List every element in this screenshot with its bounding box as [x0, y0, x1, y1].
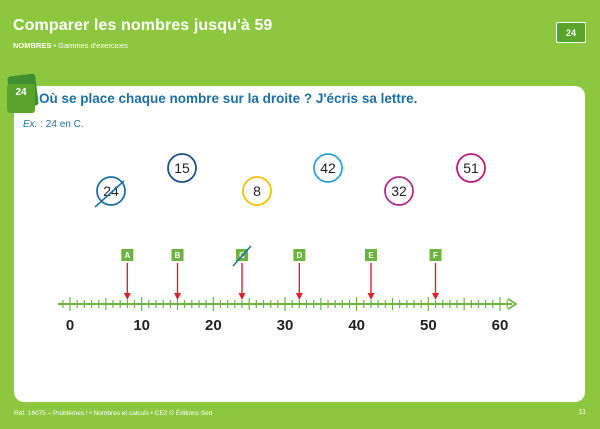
cross-out-stroke — [232, 245, 252, 267]
exercise-example: Ex. : 24 en C. — [23, 119, 84, 130]
circle-outline — [313, 153, 343, 183]
marker-F: F — [429, 249, 442, 300]
marker-letter: A — [124, 251, 130, 260]
marker-letter: F — [433, 251, 438, 260]
marker-box — [429, 249, 442, 261]
exercise-number-tab: 24 — [7, 84, 35, 113]
marker-box — [171, 249, 184, 261]
number-circle-42: 42 — [313, 153, 343, 183]
page-badge: 24 — [556, 22, 586, 43]
number-circle-15: 15 — [167, 153, 197, 183]
marker-arrow-head — [123, 293, 131, 300]
tick-label-10: 10 — [133, 317, 150, 334]
tick-label-60: 60 — [492, 317, 509, 334]
marker-arrow-head — [295, 293, 303, 300]
marker-arrow-head — [432, 293, 439, 300]
marker-arrow-head — [238, 293, 246, 300]
circle-outline — [167, 153, 197, 183]
cross-out-stroke — [94, 180, 125, 208]
number-circle-8: 8 — [242, 176, 272, 206]
subtitle-section: NOMBRES — [13, 41, 52, 50]
marker-letter: E — [368, 251, 374, 260]
marker-E: E — [365, 249, 377, 300]
marker-arrow-head — [367, 293, 375, 300]
circle-outline — [242, 176, 272, 206]
marker-letter: D — [296, 251, 302, 260]
example-prefix: Ex. — [23, 119, 38, 130]
example-text: : 24 en C. — [37, 119, 84, 130]
circle-number: 42 — [320, 160, 336, 176]
marker-box — [365, 249, 377, 261]
circle-outline — [456, 153, 486, 183]
letter-markers: A B C D E F — [121, 245, 442, 300]
marker-D: D — [293, 249, 306, 300]
page-title: Comparer les nombres jusqu'à 59 — [13, 17, 273, 34]
exercise-question: Où se place chaque nombre sur la droite … — [39, 91, 418, 106]
marker-box — [121, 249, 134, 261]
marker-C: C — [232, 245, 252, 300]
number-circle-32: 32 — [384, 176, 414, 206]
footer-reference: Réf. 16075 – Problèmes ! • Nombres et ca… — [14, 410, 213, 417]
tick-label-40: 40 — [348, 317, 365, 334]
circle-outline — [384, 176, 414, 206]
marker-B: B — [171, 249, 184, 300]
marker-box — [293, 249, 306, 261]
number-circle-24: 24 — [94, 176, 126, 208]
circle-number: 8 — [253, 183, 261, 199]
marker-A: A — [121, 249, 134, 300]
circle-number: 32 — [391, 183, 407, 199]
tick-label-0: 0 — [66, 317, 74, 334]
exercise-card — [14, 86, 585, 402]
marker-arrow-head — [174, 293, 181, 300]
number-circles: 24 15 8 42 32 51 — [94, 153, 486, 208]
tick-label-50: 50 — [420, 317, 437, 334]
footer-page-number: 11 — [578, 409, 586, 416]
subtitle-category: • Gammes d'exercices — [51, 41, 128, 50]
marker-letter: B — [175, 251, 181, 260]
circle-number: 51 — [463, 160, 479, 176]
number-circle-51: 51 — [456, 153, 486, 183]
tick-label-20: 20 — [205, 317, 222, 334]
tick-label-30: 30 — [277, 317, 294, 334]
circle-number: 24 — [103, 183, 119, 199]
page-subtitle: NOMBRES • Gammes d'exercices — [13, 41, 128, 50]
circle-number: 15 — [174, 160, 190, 176]
number-line: 0 10 20 30 40 50 60 — [58, 297, 518, 334]
axis-arrowhead — [507, 298, 518, 310]
